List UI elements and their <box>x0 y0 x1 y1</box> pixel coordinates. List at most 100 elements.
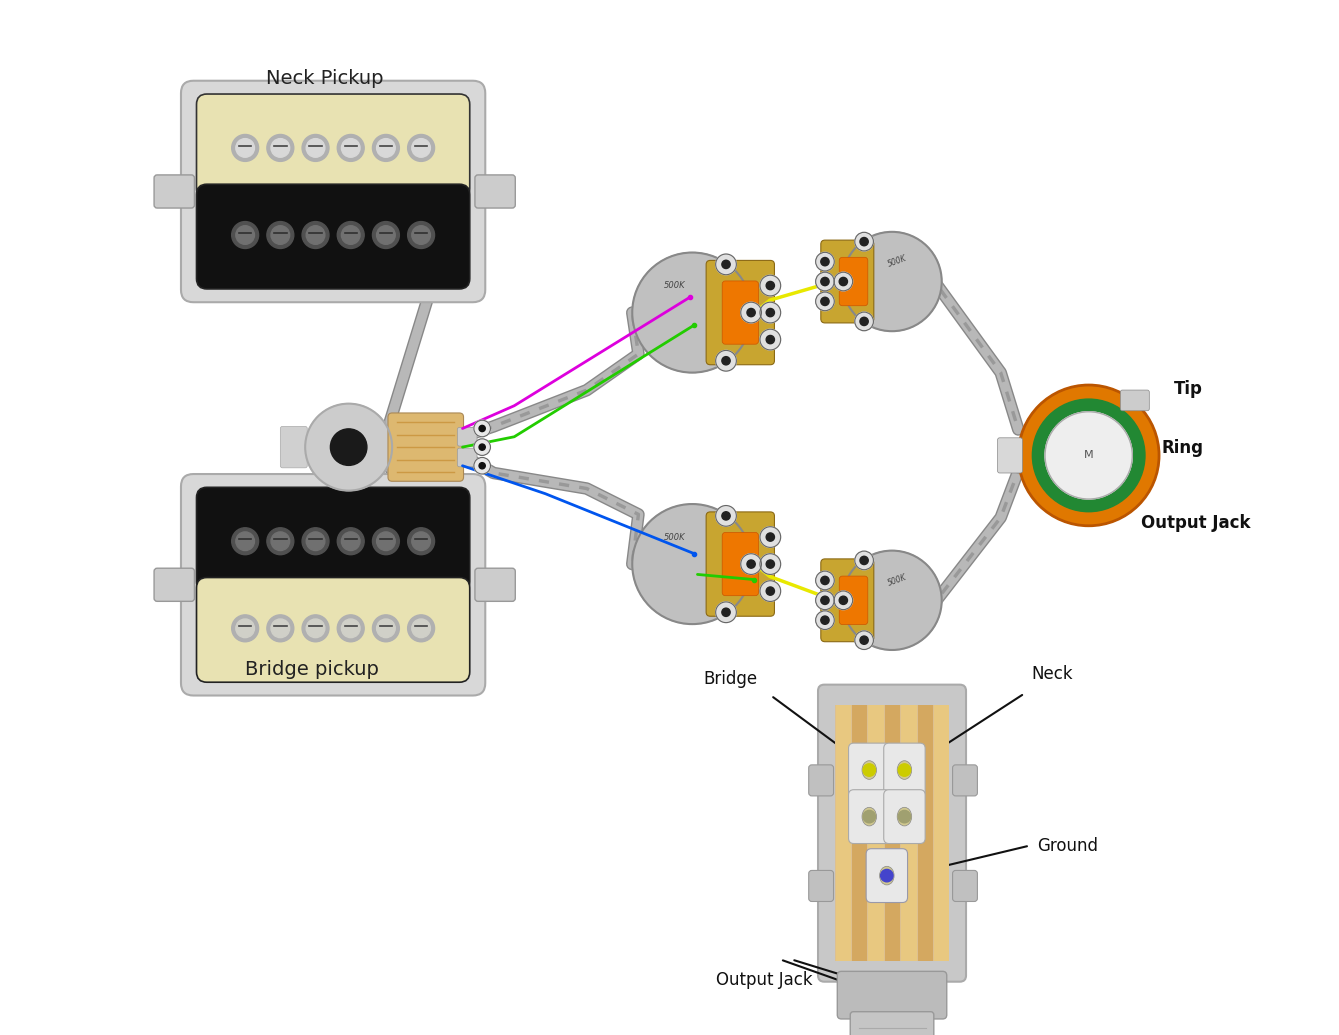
Circle shape <box>860 237 868 245</box>
Circle shape <box>766 560 774 568</box>
Circle shape <box>815 292 834 310</box>
Circle shape <box>474 420 490 437</box>
Circle shape <box>766 335 774 344</box>
Text: Neck Pickup: Neck Pickup <box>266 69 383 88</box>
Circle shape <box>232 615 258 642</box>
Ellipse shape <box>862 761 877 779</box>
Circle shape <box>307 532 325 551</box>
FancyBboxPatch shape <box>884 743 925 797</box>
Circle shape <box>854 551 873 569</box>
FancyBboxPatch shape <box>818 685 965 981</box>
Circle shape <box>840 596 848 604</box>
Circle shape <box>860 637 868 645</box>
Circle shape <box>761 581 781 601</box>
FancyBboxPatch shape <box>722 280 758 345</box>
FancyBboxPatch shape <box>884 790 925 844</box>
Circle shape <box>307 139 325 157</box>
FancyBboxPatch shape <box>849 790 890 844</box>
Ellipse shape <box>897 761 912 779</box>
Text: M: M <box>1083 450 1094 461</box>
Circle shape <box>715 254 736 274</box>
Text: Ring: Ring <box>1161 439 1204 457</box>
Circle shape <box>270 226 289 244</box>
Circle shape <box>1032 400 1145 511</box>
Circle shape <box>232 135 258 161</box>
Bar <box>869 706 884 960</box>
Circle shape <box>722 357 730 365</box>
Circle shape <box>740 554 762 574</box>
Circle shape <box>766 308 774 317</box>
FancyBboxPatch shape <box>840 576 868 624</box>
Circle shape <box>337 615 364 642</box>
FancyBboxPatch shape <box>181 81 485 302</box>
Circle shape <box>722 260 730 268</box>
Text: Tip: Tip <box>1173 380 1202 398</box>
Circle shape <box>337 528 364 555</box>
Circle shape <box>303 615 329 642</box>
Circle shape <box>474 439 490 455</box>
FancyBboxPatch shape <box>998 438 1023 473</box>
Circle shape <box>341 532 360 551</box>
Circle shape <box>761 302 781 323</box>
Circle shape <box>376 532 395 551</box>
Circle shape <box>307 619 325 638</box>
Circle shape <box>266 615 293 642</box>
Circle shape <box>715 505 736 526</box>
Circle shape <box>766 533 774 541</box>
Circle shape <box>372 528 399 555</box>
Circle shape <box>842 551 941 650</box>
Circle shape <box>303 528 329 555</box>
Bar <box>852 706 868 960</box>
Circle shape <box>715 602 736 623</box>
Circle shape <box>834 272 853 291</box>
FancyBboxPatch shape <box>706 261 774 364</box>
FancyBboxPatch shape <box>840 258 868 305</box>
Circle shape <box>854 631 873 650</box>
Circle shape <box>407 221 435 248</box>
Circle shape <box>376 226 395 244</box>
Circle shape <box>303 135 329 161</box>
Circle shape <box>305 404 392 491</box>
Circle shape <box>474 457 490 474</box>
Ellipse shape <box>862 807 877 826</box>
Circle shape <box>821 616 829 624</box>
FancyBboxPatch shape <box>197 94 470 199</box>
Text: Bridge: Bridge <box>703 671 758 688</box>
FancyBboxPatch shape <box>1121 390 1149 411</box>
Circle shape <box>479 425 485 432</box>
Circle shape <box>860 318 868 326</box>
Circle shape <box>341 619 360 638</box>
Circle shape <box>479 444 485 450</box>
FancyBboxPatch shape <box>952 765 977 796</box>
Ellipse shape <box>880 866 894 885</box>
Bar <box>885 706 900 960</box>
FancyBboxPatch shape <box>809 765 834 796</box>
Circle shape <box>407 528 435 555</box>
FancyBboxPatch shape <box>850 1012 933 1035</box>
Circle shape <box>236 532 254 551</box>
Circle shape <box>270 532 289 551</box>
Circle shape <box>372 135 399 161</box>
FancyBboxPatch shape <box>154 568 194 601</box>
Circle shape <box>372 221 399 248</box>
Text: Bridge pickup: Bridge pickup <box>245 660 379 679</box>
Circle shape <box>632 504 753 624</box>
Circle shape <box>761 554 781 574</box>
Circle shape <box>815 591 834 610</box>
Circle shape <box>898 764 911 776</box>
Circle shape <box>376 139 395 157</box>
Circle shape <box>840 277 848 286</box>
Circle shape <box>1018 385 1160 526</box>
FancyBboxPatch shape <box>837 971 947 1018</box>
Text: 500K: 500K <box>663 282 686 290</box>
Circle shape <box>766 282 774 290</box>
Circle shape <box>632 253 753 373</box>
Circle shape <box>864 764 876 776</box>
Text: Output Jack: Output Jack <box>716 971 813 988</box>
FancyBboxPatch shape <box>388 413 463 481</box>
Circle shape <box>821 277 829 286</box>
Circle shape <box>341 139 360 157</box>
Circle shape <box>761 527 781 548</box>
Circle shape <box>854 313 873 331</box>
Circle shape <box>821 297 829 305</box>
